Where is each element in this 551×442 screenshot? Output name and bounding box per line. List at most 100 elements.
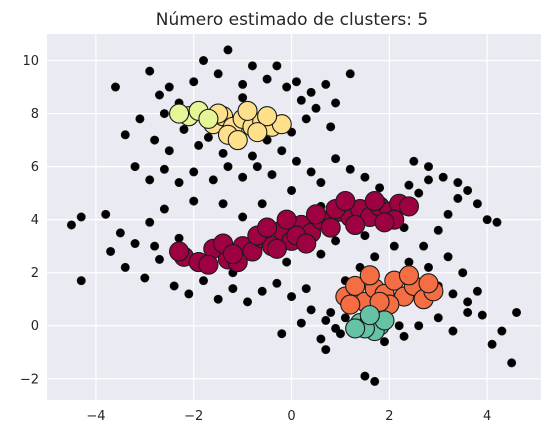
- noise-point: [321, 345, 331, 355]
- cluster-point: [257, 217, 278, 238]
- noise-point: [296, 95, 306, 105]
- noise-point: [199, 276, 209, 286]
- noise-point: [247, 151, 257, 161]
- cluster-point: [305, 204, 327, 225]
- cluster-1-points: [169, 191, 419, 275]
- noise-point: [419, 241, 429, 251]
- noise-point: [433, 225, 443, 235]
- noise-point: [179, 124, 189, 134]
- noise-point: [66, 220, 76, 230]
- noise-point: [331, 98, 341, 108]
- chart-title: Número estimado de clusters: 5: [156, 10, 428, 30]
- noise-point: [331, 236, 341, 246]
- noise-point: [189, 196, 199, 206]
- y-tick-label: 0: [31, 319, 39, 334]
- noise-point: [424, 175, 434, 185]
- noise-point: [159, 204, 169, 214]
- noise-point: [76, 276, 86, 286]
- x-tick-labels: −4 −2 0 2 4: [86, 409, 491, 424]
- noise-point: [145, 66, 155, 76]
- noise-point: [326, 307, 336, 317]
- noise-point: [443, 209, 453, 219]
- noise-point: [301, 114, 311, 124]
- noise-point: [238, 212, 248, 222]
- noise-point: [433, 313, 443, 323]
- noise-point: [174, 233, 184, 243]
- noise-point: [404, 180, 414, 190]
- noise-point: [238, 172, 248, 182]
- noise-point: [228, 284, 238, 294]
- noise-point: [512, 307, 522, 317]
- noise-point: [453, 193, 463, 203]
- noise-point: [438, 172, 448, 182]
- cluster-point: [340, 294, 361, 315]
- noise-point: [306, 87, 316, 97]
- cluster-point: [198, 254, 219, 275]
- cluster-point: [374, 212, 395, 233]
- noise-point: [414, 321, 424, 331]
- noise-point: [306, 305, 316, 315]
- noise-point: [164, 82, 174, 92]
- noise-point: [360, 231, 370, 241]
- noise-point: [238, 93, 248, 103]
- noise-point: [218, 199, 228, 209]
- noise-point: [223, 162, 233, 172]
- noise-point: [272, 61, 282, 71]
- y-tick-label: 10: [22, 54, 39, 69]
- noise-point: [159, 164, 169, 174]
- y-tick-label: −2: [20, 372, 39, 387]
- cluster-point: [398, 265, 419, 286]
- noise-point: [282, 82, 292, 92]
- cluster-point: [345, 318, 366, 339]
- cluster-point: [237, 100, 258, 121]
- noise-point: [120, 262, 130, 272]
- cluster-point: [198, 108, 219, 129]
- noise-point: [257, 199, 267, 209]
- noise-point: [487, 339, 497, 349]
- noise-point: [345, 164, 355, 174]
- noise-point: [262, 74, 272, 84]
- cluster-point: [364, 191, 385, 212]
- noise-point: [150, 135, 160, 145]
- cluster-point: [169, 103, 190, 124]
- noise-point: [360, 172, 370, 182]
- noise-point: [424, 262, 434, 272]
- noise-point: [189, 77, 199, 87]
- noise-point: [443, 252, 453, 262]
- cluster-point: [276, 209, 297, 230]
- cluster-5-points: [345, 305, 395, 342]
- noise-point: [164, 146, 174, 156]
- cluster-point: [345, 214, 366, 236]
- cluster-point: [398, 196, 419, 217]
- noise-point: [399, 331, 409, 341]
- noise-point: [184, 289, 194, 299]
- x-tick-label: −2: [184, 409, 203, 424]
- cluster-point: [359, 265, 380, 286]
- noise-point: [306, 167, 316, 177]
- noise-point: [492, 217, 502, 227]
- y-tick-label: 8: [31, 107, 39, 122]
- cluster-point: [169, 241, 190, 262]
- noise-point: [291, 156, 301, 166]
- noise-point: [453, 178, 463, 188]
- noise-point: [101, 209, 111, 219]
- x-tick-label: −4: [86, 409, 105, 424]
- noise-point: [472, 286, 482, 296]
- noise-point: [140, 273, 150, 283]
- noise-point: [335, 329, 345, 339]
- noise-point: [379, 337, 389, 347]
- y-tick-label: 6: [31, 160, 39, 175]
- x-tick-label: 4: [483, 409, 491, 424]
- noise-point: [282, 257, 292, 267]
- data-points: [66, 45, 522, 386]
- noise-point: [472, 199, 482, 209]
- noise-point: [463, 185, 473, 195]
- noise-point: [316, 249, 326, 259]
- noise-point: [389, 241, 399, 251]
- noise-point: [409, 156, 419, 166]
- y-tick-label: 4: [31, 213, 39, 228]
- cluster-point: [296, 233, 317, 254]
- cluster-point: [222, 244, 243, 265]
- cluster-point: [266, 238, 287, 259]
- noise-point: [238, 79, 248, 89]
